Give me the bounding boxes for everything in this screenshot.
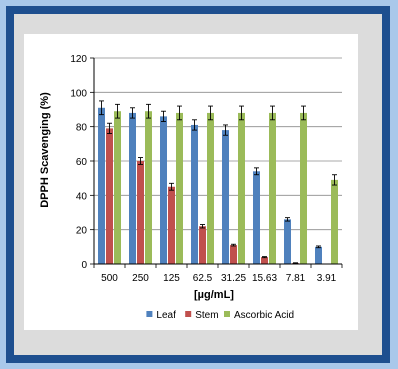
bar	[300, 112, 307, 264]
bar	[160, 116, 167, 264]
bar	[137, 161, 144, 264]
bar	[207, 112, 214, 264]
x-tick-label: 500	[101, 273, 118, 284]
bar	[269, 112, 276, 264]
outer-frame: 0 20 40 60 80 100 120 500 250 125 62.5 31.25 15.63 7…	[6, 6, 390, 363]
bar	[331, 179, 338, 264]
y-tick-label: 40	[76, 191, 88, 202]
x-tick-label: 125	[163, 273, 180, 284]
dpph-bar-chart: 0 20 40 60 80 100 120 500 250 125 62.5 31.25 15.63 7…	[39, 54, 343, 321]
legend: Leaf Stem Ascorbic Acid	[146, 310, 294, 321]
bar	[261, 257, 268, 264]
bar	[238, 112, 245, 264]
bar	[106, 128, 113, 264]
legend-label: Ascorbic Acid	[234, 310, 294, 321]
y-axis-label: DPPH Scavenging (%)	[39, 92, 51, 208]
legend-label: Leaf	[156, 310, 176, 321]
bar	[222, 130, 229, 264]
bar	[98, 107, 105, 265]
bar	[199, 226, 206, 264]
bar	[176, 112, 183, 264]
bar	[114, 111, 121, 264]
legend-swatch	[224, 311, 230, 317]
y-tick-label: 60	[76, 157, 88, 168]
bar	[315, 246, 322, 264]
bar	[253, 171, 260, 264]
y-tick-label: 20	[76, 226, 88, 237]
y-tick-labels: 0 20 40 60 80 100 120	[70, 54, 87, 271]
y-tick-label: 100	[70, 88, 87, 99]
legend-swatch	[146, 311, 153, 317]
x-tick-label: 3.91	[317, 273, 337, 284]
bars-group	[98, 107, 338, 265]
x-axis-label: [µg/mL]	[194, 289, 234, 301]
bar	[230, 245, 237, 264]
error-bars-group	[99, 100, 337, 264]
bar	[168, 186, 175, 264]
x-tick-labels: 500 250 125 62.5 31.25 15.63 7.81 3.91	[101, 273, 337, 284]
y-tick-label: 0	[81, 260, 87, 271]
legend-label: Stem	[195, 310, 218, 321]
x-tick-label: 15.63	[252, 273, 277, 284]
y-tick-label: 120	[70, 54, 87, 65]
y-tick-label: 80	[76, 123, 88, 134]
x-tick-label: 62.5	[193, 273, 213, 284]
bar	[284, 219, 291, 264]
x-tick-label: 250	[132, 273, 149, 284]
axes-group	[90, 57, 343, 268]
bar	[145, 111, 152, 264]
legend-swatch	[185, 311, 192, 317]
chart-card: 0 20 40 60 80 100 120 500 250 125 62.5 31.25 15.63 7…	[24, 34, 358, 330]
x-tick-label: 31.25	[221, 273, 246, 284]
x-tick-label: 7.81	[286, 273, 306, 284]
figure-panel: 0 20 40 60 80 100 120 500 250 125 62.5 31.25 15.63 7…	[14, 14, 382, 355]
bar	[191, 124, 198, 264]
bar	[129, 112, 136, 264]
